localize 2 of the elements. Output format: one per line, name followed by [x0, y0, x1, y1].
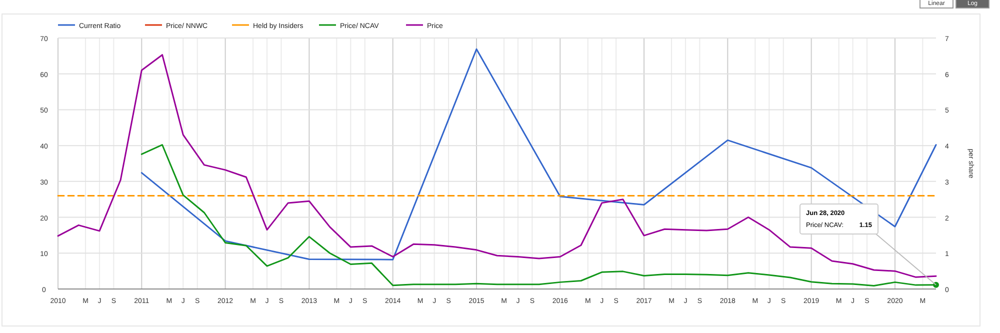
- line-series: [140, 48, 937, 260]
- line-series: [57, 54, 937, 278]
